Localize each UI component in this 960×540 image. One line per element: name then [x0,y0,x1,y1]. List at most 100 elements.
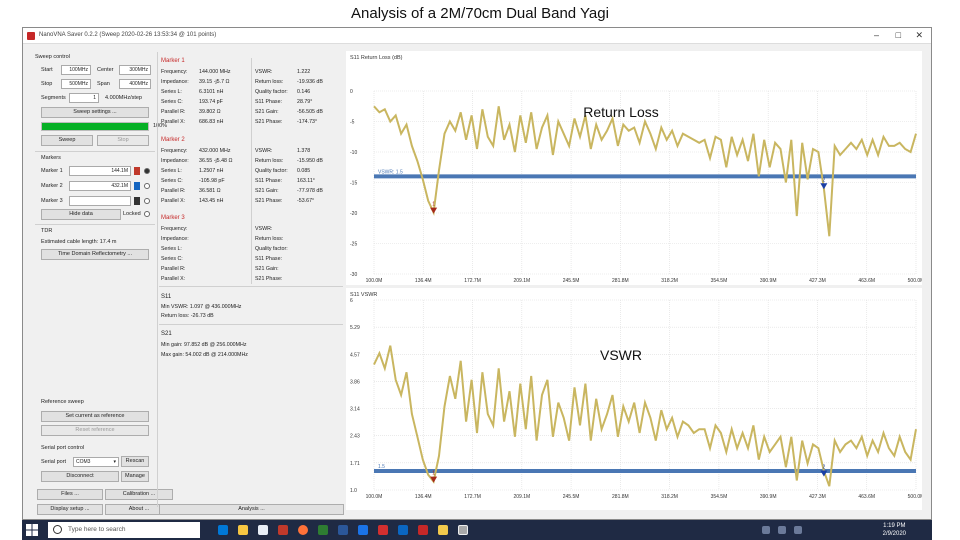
marker1-field-label: Return loss: [255,79,284,85]
marker1-field-value: -19.936 dB [297,79,323,85]
cable-length-text: Estimated cable length: 17.4 m [41,239,117,245]
marker-label: 1 [432,202,435,208]
marker3-field-label: Quality factor: [255,246,288,252]
divider [35,151,155,152]
display-setup-button[interactable]: Display setup ... [37,504,103,515]
marker2-field-label: S21 Gain: [255,188,279,194]
divider [35,224,155,225]
taskbar-search[interactable]: Type here to search [48,522,200,538]
marker2-field-value: 432.000 MHz [199,148,231,154]
marker1-field-label: Parallel X: [161,119,186,125]
marker3-field-label: Frequency: [161,226,188,232]
edge-icon[interactable] [218,525,228,535]
chart-title: S11 VSWR [350,292,377,298]
marker1-field-value: 0.146 [297,89,311,95]
stop-input[interactable]: 500MHz [61,79,91,89]
app-icon-dark-blue[interactable] [398,525,408,535]
stop-button[interactable]: Stop [97,135,149,146]
time-domain-button[interactable]: Time Domain Reflectometry ... [41,249,149,260]
s11-summary-heading: S11 [161,294,172,300]
serial-port-select[interactable]: COM3 ▾ [73,457,119,467]
app-icon-blue[interactable] [358,525,368,535]
marker2-field-label: Return loss: [255,158,284,164]
marker1-field-value: 193.74 pF [199,99,223,105]
marker1-field-label: S21 Phase: [255,119,283,125]
disconnect-button[interactable]: Disconnect [41,471,119,482]
store-icon[interactable] [258,525,268,535]
windows-start-icon[interactable] [26,524,38,536]
y-tick-label: -30 [350,272,357,278]
marker1-field-value: 1.222 [297,69,311,75]
office-icon[interactable] [278,525,288,535]
volume-icon[interactable] [794,526,802,534]
span-input[interactable]: 400MHz [119,79,151,89]
marker2-field-value: -15.950 dB [297,158,323,164]
marker1-radio[interactable] [144,168,150,174]
marker1-color-swatch[interactable] [134,167,140,175]
marker1-input[interactable]: 144.1M [69,166,131,176]
minimize-icon[interactable]: – [873,30,879,40]
marker2-field-label: S11 Phase: [255,178,282,184]
chart-annotation: Return Loss [583,104,658,120]
divider [159,286,343,287]
manage-button[interactable]: Manage [121,471,149,482]
segments-input[interactable]: 1 [69,93,99,103]
marker1-field-value: 39.802 Ω [199,109,221,115]
serial-port-label: Serial port [41,459,67,465]
files-button[interactable]: Files ... [37,489,103,500]
y-tick-label: -25 [350,242,357,248]
marker3-label: Marker 3 [41,198,63,204]
center-input[interactable]: 300MHz [119,65,151,75]
marker2-field-value: -77.978 dB [297,188,323,194]
powerpoint-icon[interactable] [418,525,428,535]
marker3-input[interactable] [69,196,131,206]
firefox-icon[interactable] [298,525,308,535]
return-loss-chart[interactable]: S11 Return Loss (dB)100.0M 136.4M 172.7M 20… [346,51,922,285]
marker3-field-label: Series L: [161,246,182,252]
y-tick-label: -10 [350,150,357,156]
reset-reference-button[interactable]: Reset reference [41,425,149,436]
chart-annotation: VSWR [600,347,642,363]
maximize-icon[interactable]: □ [895,30,901,40]
vswr-chart[interactable]: S11 VSWR 100.0M 136.4M 172.7M 209.1M 245.5M 28… [346,288,922,510]
hide-data-button[interactable]: Hide data [41,209,121,220]
analysis-button[interactable]: Analysis ... [159,504,344,515]
file-explorer-icon[interactable] [238,525,248,535]
app-icon-yellow[interactable] [438,525,448,535]
calibration-button[interactable]: Calibration ... [105,489,173,500]
y-tick-label: 6 [350,298,353,304]
y-tick-label: 3.14 [350,407,360,413]
x-tick-label: 354.5M [711,494,728,500]
x-tick-label: 463.6M [858,278,875,284]
marker2-color-swatch[interactable] [134,182,140,190]
taskbar-clock[interactable]: 1:19 PM 2/9/2020 [883,522,906,538]
word-icon[interactable] [338,525,348,535]
marker3-color-swatch[interactable] [134,197,140,205]
close-icon[interactable]: ✕ [915,30,923,40]
app-icon-green[interactable] [318,525,328,535]
marker3-radio[interactable] [144,198,150,204]
marker-triangle [820,183,828,190]
sweep-settings-button[interactable]: Sweep settings ... [41,107,149,118]
nanovna-saver-icon[interactable] [458,525,468,535]
x-tick-label: 209.1M [513,278,530,284]
segments-label: Segments [41,95,66,101]
clock-date: 2/9/2020 [882,531,906,537]
s11-min-vswr: Min VSWR: 1.097 @ 436.000MHz [161,304,242,310]
app-icon-red[interactable] [378,525,388,535]
app-window: NanoVNA Saver 0.2.2 (Sweep 2020-02-26 13… [22,27,932,520]
marker3-field-label: VSWR: [255,226,273,232]
start-input[interactable]: 100MHz [61,65,91,75]
set-reference-button[interactable]: Set current as reference [41,411,149,422]
network-icon[interactable] [778,526,786,534]
y-tick-label: -15 [350,181,357,187]
rescan-button[interactable]: Rescan [121,456,149,467]
chart-title: S11 Return Loss (dB) [350,55,403,61]
tray-icon[interactable] [762,526,770,534]
sweep-button[interactable]: Sweep [41,135,93,146]
locked-checkbox[interactable] [144,211,150,217]
marker2-radio[interactable] [144,183,150,189]
marker2-field-value: 163.11° [297,178,315,184]
marker2-field-value: -53.67° [297,198,315,204]
marker2-input[interactable]: 432.1M [69,181,131,191]
